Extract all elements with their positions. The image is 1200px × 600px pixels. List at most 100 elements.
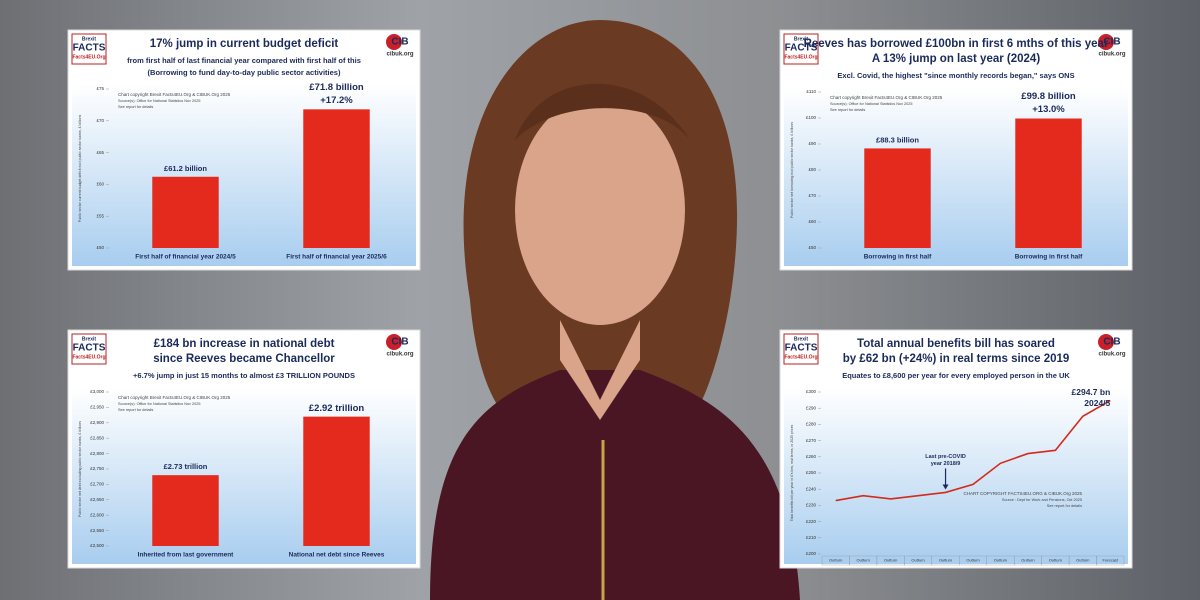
annotation: year 2018/9 [931, 461, 961, 467]
logo-right-mark [1098, 334, 1114, 350]
annotation-arrowhead [942, 484, 949, 490]
logo-left-text: FACTS [785, 343, 818, 354]
x-tick-label: First half of financial year 2024/5 [135, 254, 236, 261]
y-tick-label: £70 [96, 118, 104, 123]
y-axis-label: Total benefits bill per year in £'s bns,… [790, 424, 794, 521]
chart-subtitle: Equates to £8,600 per year for every emp… [842, 371, 1070, 380]
source-note: See report for details [118, 105, 153, 109]
x-tick-label: Borrowing in first half [1015, 254, 1083, 261]
chart-title: A 13% jump on last year (2024) [872, 53, 1040, 65]
y-tick-label: £210 [806, 535, 817, 540]
logo-left-text: Brexit [82, 336, 97, 342]
x-tick-label: Outturn [1049, 558, 1062, 563]
logo-left-text: Brexit [794, 336, 809, 342]
y-tick-label: £250 [806, 470, 817, 475]
logo-left-box [783, 33, 819, 65]
y-tick-label: £2,500 [90, 543, 104, 548]
y-tick-label: £65 [96, 150, 104, 155]
x-tick-label: Outturn [829, 558, 842, 563]
y-tick-label: £2,700 [90, 482, 104, 487]
x-tick-label: Inherited from last government [138, 552, 235, 559]
y-axis-label: Public sector net borrowing excl public … [790, 122, 794, 218]
logo-right-text: CIB [391, 37, 408, 48]
y-tick-label: £240 [806, 486, 817, 491]
y-tick-label: £100 [806, 115, 817, 120]
annotation: Last pre-COVID [925, 454, 966, 460]
source-note: See report for details [1047, 504, 1082, 508]
value-label: £71.8 billion [309, 82, 364, 93]
logo-left-text: Brexit [794, 36, 809, 42]
chart-title: Reeves has borrowed £100bn in first 6 mt… [804, 38, 1109, 50]
annotation: 2024/5 [1084, 398, 1110, 408]
x-tick-label: Outturn [857, 558, 870, 563]
annotation: +13.0% [1032, 104, 1065, 115]
y-tick-label: £75 [96, 86, 104, 91]
bar [864, 148, 931, 248]
logo-right-text: cibuk.org [1098, 52, 1125, 58]
logo-left-text: Facts4EU.Org [72, 354, 105, 360]
x-category-box [1096, 555, 1125, 566]
x-tick-label: Outturn [994, 558, 1007, 563]
y-tick-label: £2,550 [90, 528, 104, 533]
x-tick-label: Outturn [1076, 558, 1089, 563]
bar [1015, 118, 1082, 249]
chart-title: 17% jump in current budget deficit [150, 38, 339, 50]
logo-left-text: FACTS [73, 343, 106, 354]
y-tick-label: £50 [96, 245, 104, 250]
logo-left-box [783, 333, 819, 365]
chart-subtitle: Excl. Covid, the highest "since monthly … [837, 71, 1074, 80]
source-note: Source(s): Office for National Statistic… [830, 102, 912, 106]
source-note: See report for details [118, 408, 153, 412]
y-tick-label: £260 [806, 454, 817, 459]
y-tick-label: £50 [808, 245, 816, 250]
y-tick-label: £2,900 [90, 420, 104, 425]
value-label: £2.92 trillion [309, 403, 365, 414]
source-note: Chart copyright Brexit Facts4EU.Org & CI… [118, 92, 231, 97]
source-note: See report for details [830, 108, 865, 112]
logo-left-text: FACTS [73, 43, 106, 54]
y-tick-label: £230 [806, 503, 817, 508]
logo-right-text: cibuk.org [386, 52, 413, 58]
source-note: Source(s): Office for National Statistic… [118, 402, 200, 406]
y-tick-label: £55 [96, 213, 104, 218]
y-tick-label: £300 [806, 389, 817, 394]
value-label: £99.8 billion [1021, 91, 1076, 102]
chart-subtitle: +6.7% jump in just 15 months to almost £… [133, 371, 355, 380]
x-tick-label: Outturn [939, 558, 952, 563]
y-tick-label: £2,950 [90, 405, 104, 410]
y-tick-label: £70 [808, 193, 816, 198]
logo-left-text: Facts4EU.Org [784, 54, 817, 60]
logo-right-mark [386, 34, 402, 50]
y-tick-label: £200 [806, 551, 817, 556]
x-tick-label: Outturn [911, 558, 924, 563]
logo-right-text: cibuk.org [386, 352, 413, 358]
source-note: CHART COPYRIGHT FACTS4EU.ORG & CIBUK.Org… [963, 491, 1082, 496]
x-tick-label: Borrowing in first half [864, 254, 932, 261]
source-note: Chart copyright Brexit Facts4EU.Org & CI… [118, 395, 231, 400]
y-tick-label: £2,750 [90, 466, 104, 471]
logo-left-box [71, 33, 107, 65]
source-note: Chart copyright Brexit Facts4EU.Org & CI… [830, 95, 943, 100]
y-tick-label: £90 [808, 141, 816, 146]
value-label: £61.2 billion [164, 164, 207, 173]
y-tick-label: £220 [806, 519, 817, 524]
x-tick-label: Outturn [884, 558, 897, 563]
y-axis-label: Public sector current budget deficit exc… [78, 115, 82, 223]
x-tick-label: First half of financial year 2025/6 [286, 254, 387, 261]
logo-left-text: Facts4EU.Org [784, 354, 817, 360]
source-note: Source(s): Office for National Statistic… [118, 99, 200, 103]
person [430, 20, 800, 600]
y-tick-label: £280 [806, 422, 817, 427]
value-label: £88.3 billion [876, 135, 919, 144]
y-tick-label: £3,000 [90, 389, 104, 394]
logo-left-box [71, 333, 107, 365]
chart-title: since Reeves became Chancellor [153, 353, 335, 365]
source-note: Source : Dept for Work and Pensions, Oct… [1002, 498, 1082, 502]
x-tick-label: Outturn [1021, 558, 1034, 563]
